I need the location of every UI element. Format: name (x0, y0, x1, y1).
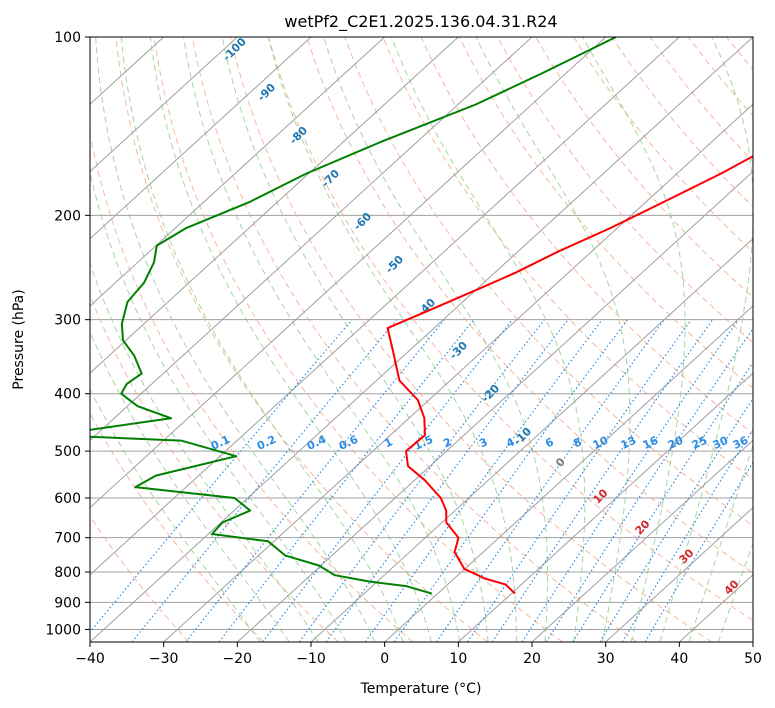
theta-label: 0 (553, 455, 568, 470)
mixing-ratio-lines (82, 320, 775, 642)
theta-label: 30 (677, 546, 697, 566)
dry-adiabat (0, 37, 189, 642)
mixing-ratio-line (326, 320, 568, 642)
moist-adiabat (32, 37, 289, 642)
mixing-ratio-line (622, 320, 775, 642)
mixing-ratio-label: 36 (731, 434, 751, 452)
isotherm-label: -50 (383, 253, 406, 276)
isotherm-label: -20 (479, 382, 502, 405)
x-axis-label: Temperature (°C) (360, 681, 482, 697)
theta-label: 40 (722, 577, 742, 597)
isotherm (753, 37, 775, 642)
mixing-ratio-label: 0.2 (255, 433, 278, 453)
isotherm-label: -60 (351, 210, 374, 233)
moist-adiabat (689, 37, 775, 642)
mixing-ratio-label: 16 (641, 434, 661, 452)
y-tick-label: 800 (54, 565, 81, 581)
y-tick-label: 700 (54, 531, 81, 547)
mixing-ratio-line (365, 320, 602, 642)
x-tick-label: 10 (449, 651, 467, 667)
dry-adiabat (497, 37, 775, 642)
mixing-ratio-line (600, 320, 775, 642)
mixing-ratio-label: 1 (382, 435, 394, 450)
y-tick-label: 900 (54, 595, 81, 611)
x-tick-label: 30 (597, 651, 615, 667)
moist-adiabat (222, 37, 488, 642)
isotherm (90, 37, 753, 642)
dry-adiabat (1, 37, 263, 642)
dry-adiabat (421, 37, 775, 642)
x-tick-label: 40 (670, 651, 688, 667)
dewpoint-line (53, 37, 616, 594)
y-tick-label: 200 (54, 208, 81, 224)
isotherm (16, 37, 679, 642)
x-tick-label: 0 (380, 651, 389, 667)
dry-adiabat (726, 37, 775, 642)
dry-adiabat (574, 37, 775, 642)
dry-adiabat (612, 37, 775, 642)
y-tick-label: 500 (54, 444, 81, 460)
dry-adiabat (765, 37, 775, 642)
dry-adiabat (345, 37, 775, 642)
moist-adiabat (391, 37, 584, 642)
moist-adiabat (583, 37, 686, 642)
moist-adiabat (51, 37, 317, 642)
moist-adiabat (121, 37, 403, 642)
temperature-line (388, 37, 775, 594)
isotherm (0, 37, 237, 642)
mixing-ratio-label: 0.4 (305, 433, 328, 453)
x-tick-label: −10 (296, 651, 326, 667)
mixing-ratio-line (132, 320, 397, 642)
isotherm (0, 37, 311, 642)
y-axis: 100 200 300 400 500 600 700 800 900 1000 (45, 30, 90, 638)
mixing-ratio-line (299, 320, 544, 642)
dry-adiabat (650, 37, 775, 642)
theta-label: 10 (591, 486, 611, 506)
dry-adiabat (688, 37, 775, 642)
dry-adiabat (269, 37, 775, 642)
isotherms (0, 37, 775, 642)
isotherm-labels: -100-90-80-70-60-50-40-30-20-10 (220, 35, 534, 448)
mixing-ratio-label: 2 (441, 435, 453, 450)
isotherm-label: -100 (220, 35, 249, 64)
moist-adiabat (660, 37, 753, 642)
y-tick-label: 600 (54, 491, 81, 507)
mixing-ratio-label: 6 (543, 435, 556, 450)
mixing-ratio-line (645, 320, 775, 642)
mixing-ratio-label: 20 (666, 434, 686, 452)
moist-adiabat (324, 37, 548, 642)
isotherm-label: -90 (255, 81, 278, 104)
y-tick-label: 400 (54, 387, 81, 403)
mixing-ratio-label: 3 (477, 435, 489, 450)
x-tick-label: 50 (744, 651, 762, 667)
y-tick-label: 300 (54, 313, 81, 329)
chart-title: wetPf2_C2E1.2025.136.04.31.R24 (284, 12, 557, 32)
x-tick-label: −20 (223, 651, 253, 667)
x-tick-label: −30 (149, 651, 179, 667)
isotherm-label: -70 (319, 167, 342, 190)
mixing-ratio-label: 25 (690, 434, 709, 452)
x-axis: −40 −30 −20 −10 0 10 20 30 40 50 (75, 642, 762, 667)
moist-adiabat (73, 37, 347, 642)
y-axis-label: Pressure (hPa) (11, 289, 27, 389)
mixing-ratio-line (468, 320, 692, 642)
y-tick-label: 100 (54, 30, 81, 46)
dry-adiabat (78, 37, 413, 642)
x-tick-label: 20 (523, 651, 541, 667)
isotherm-label: -30 (447, 339, 470, 362)
plot-area: -100-90-80-70-60-50-40-30-20-10 0.1 0.2 0.… (0, 35, 775, 642)
x-tick-label: −40 (75, 651, 105, 667)
mixing-ratio-line (263, 320, 513, 642)
y-tick-label: 1000 (45, 622, 81, 638)
